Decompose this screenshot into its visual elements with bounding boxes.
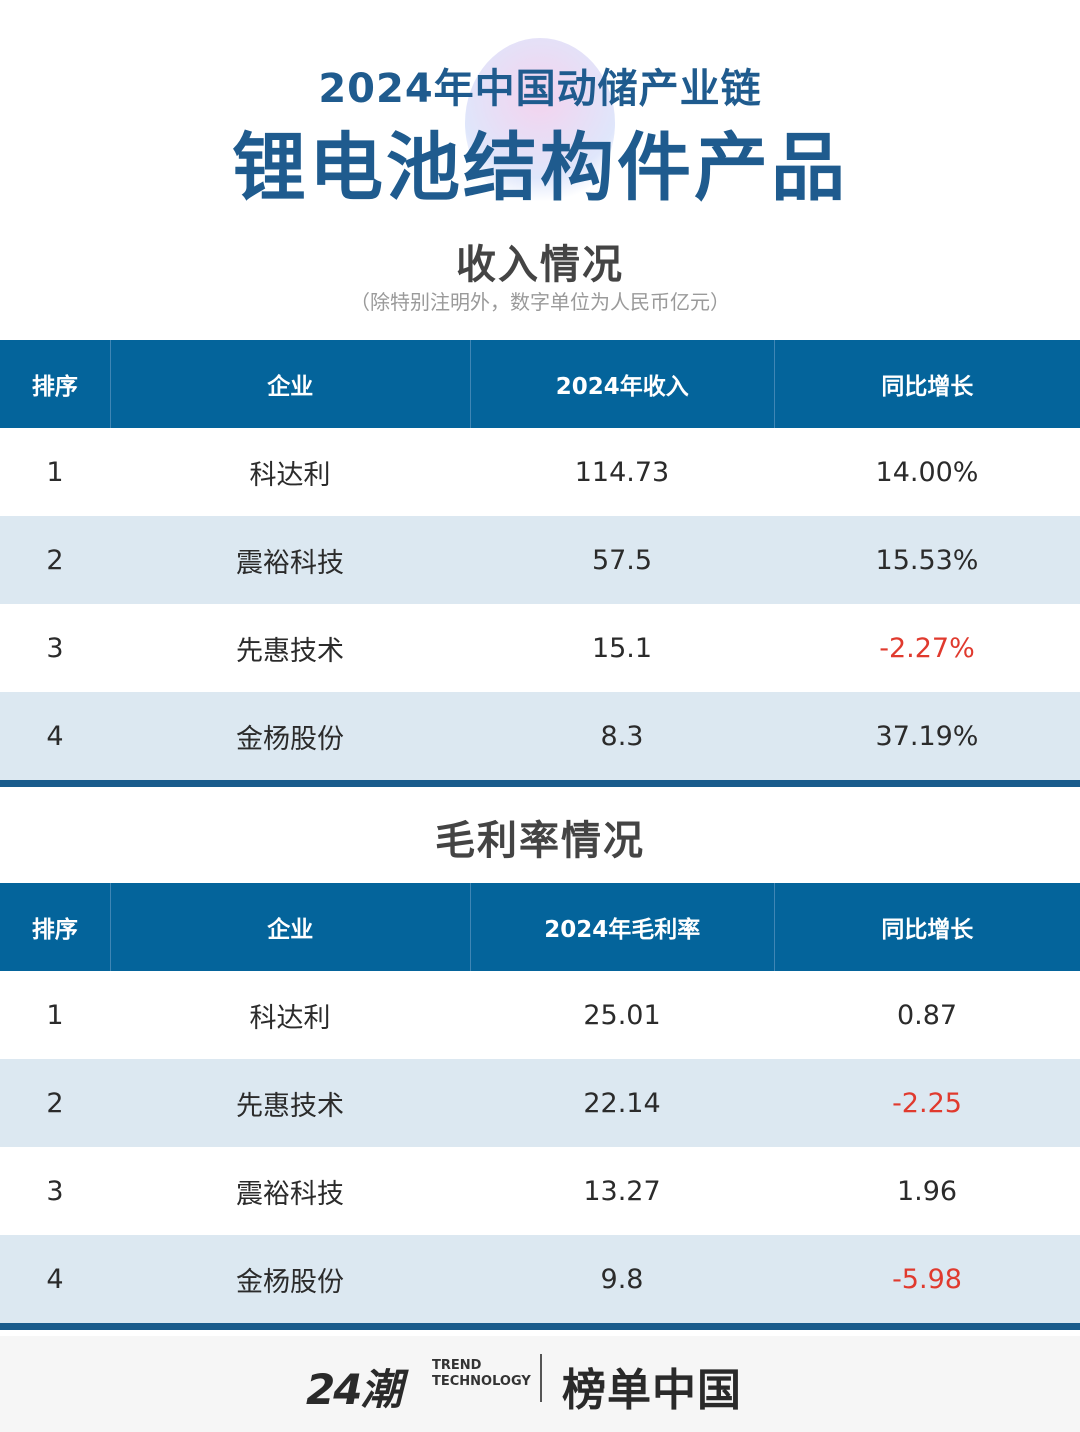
rank-cell: 2: [46, 544, 64, 576]
rank-cell: 4: [46, 1263, 64, 1295]
revenue-table: 排序 企业 2024年收入 同比增长 1 科达利 114.73 14.00% 2…: [0, 340, 1080, 787]
company-cell: 震裕科技: [236, 1178, 344, 1210]
rank-cell: 1: [46, 999, 64, 1031]
table-row: 3 震裕科技 13.27 1.96: [0, 1147, 1080, 1235]
bangdan-china-logo: 榜单中国: [562, 1365, 742, 1416]
growth-cell: 0.87: [896, 999, 958, 1031]
table-row: 2 震裕科技 57.5 15.53%: [0, 516, 1080, 604]
col-header-growth: 同比增长: [881, 917, 974, 943]
col-header-revenue: 2024年收入: [471, 340, 775, 428]
col-header-rank: 排序: [0, 883, 111, 971]
col-header-company: 企业: [111, 340, 471, 428]
table-row: 4 金杨股份 8.3 37.19%: [0, 692, 1080, 780]
margin-table: 排序 企业 2024年毛利率 同比增长 1 科达利 25.01 0.87 2 先…: [0, 883, 1080, 1330]
value-cell: 22.14: [583, 1087, 661, 1119]
company-cell: 科达利: [249, 459, 331, 491]
value-cell: 9.8: [600, 1263, 644, 1295]
company-cell: 金杨股份: [236, 723, 344, 755]
table-row: 3 先惠技术 15.1 -2.27%: [0, 604, 1080, 692]
margin-table-header: 排序 企业 2024年毛利率 同比增长: [0, 883, 1080, 971]
revenue-section-title: 收入情况: [456, 242, 624, 288]
company-cell: 先惠技术: [236, 1090, 344, 1122]
rank-cell: 2: [46, 1087, 64, 1119]
footer-logos: 24潮 TREND TECHNOLOGY 榜单中国: [0, 1336, 1080, 1432]
logo-en-line2: TECHNOLOGY: [432, 1374, 531, 1389]
growth-cell-negative: -2.25: [892, 1087, 962, 1119]
rank-cell: 3: [46, 1175, 64, 1207]
trend-technology-logo: 24潮: [306, 1365, 402, 1414]
col-header-rank: 排序: [0, 340, 111, 428]
rank-cell: 4: [46, 720, 64, 752]
margin-section-title: 毛利率情况: [435, 818, 645, 864]
company-cell: 震裕科技: [236, 547, 344, 579]
value-cell: 13.27: [583, 1175, 661, 1207]
rank-cell: 1: [46, 456, 64, 488]
table-row: 2 先惠技术 22.14 -2.25: [0, 1059, 1080, 1147]
value-cell: 15.1: [591, 632, 653, 664]
value-cell: 25.01: [583, 999, 661, 1031]
growth-cell: 15.53%: [875, 544, 979, 576]
page-title-line2: 锂电池结构件产品: [232, 125, 848, 211]
value-cell: 57.5: [591, 544, 653, 576]
col-header-margin: 2024年毛利率: [471, 883, 775, 971]
logo-divider: [540, 1354, 542, 1402]
table-row: 1 科达利 25.01 0.87: [0, 971, 1080, 1059]
growth-cell: 1.96: [896, 1175, 958, 1207]
title-glow-decoration: [465, 38, 615, 208]
table-bottom-bar: [0, 780, 1080, 787]
col-header-growth: 同比增长: [881, 374, 974, 400]
col-header-company: 企业: [111, 883, 471, 971]
company-cell: 先惠技术: [236, 635, 344, 667]
value-cell: 8.3: [600, 720, 644, 752]
growth-cell-negative: -5.98: [892, 1263, 962, 1295]
table-row: 4 金杨股份 9.8 -5.98: [0, 1235, 1080, 1323]
value-cell: 114.73: [574, 456, 670, 488]
growth-cell-negative: -2.27%: [879, 632, 975, 664]
growth-cell: 37.19%: [875, 720, 979, 752]
unit-note: （除特别注明外，数字单位为人民币亿元）: [350, 290, 730, 314]
company-cell: 科达利: [249, 1002, 331, 1034]
revenue-table-header: 排序 企业 2024年收入 同比增长: [0, 340, 1080, 428]
table-row: 1 科达利 114.73 14.00%: [0, 428, 1080, 516]
rank-cell: 3: [46, 632, 64, 664]
logo-en-line1: TREND: [432, 1358, 482, 1373]
page-header: 2024年中国动储产业链 锂电池结构件产品 收入情况 （除特别注明外，数字单位为…: [0, 0, 1080, 340]
table-bottom-bar: [0, 1323, 1080, 1330]
trend-technology-wordmark: TREND TECHNOLOGY: [432, 1358, 531, 1390]
growth-cell: 14.00%: [875, 456, 979, 488]
page-title-line1: 2024年中国动储产业链: [318, 66, 762, 112]
company-cell: 金杨股份: [236, 1266, 344, 1298]
